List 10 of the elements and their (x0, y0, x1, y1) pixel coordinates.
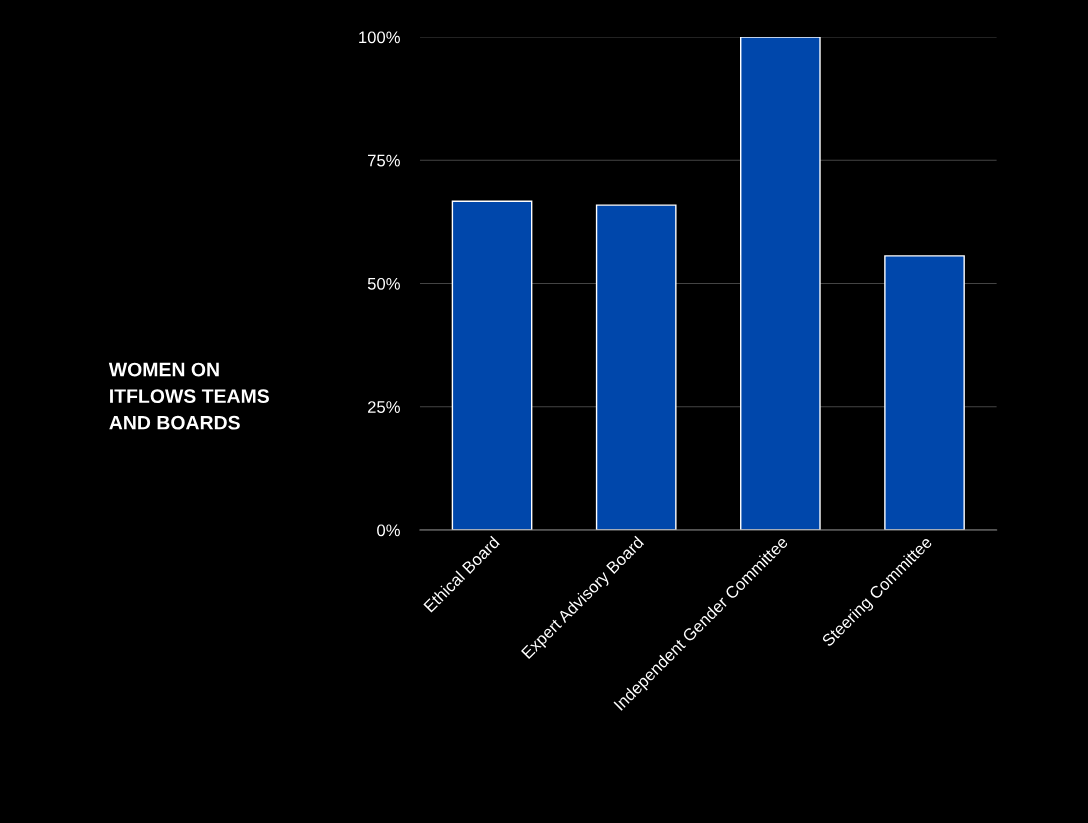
y-tick-label: 100% (359, 31, 400, 44)
bar (884, 255, 965, 531)
bar (595, 204, 677, 531)
text: WOMEN ON ITFLOWS TEAMS AND BOARDS (108, 362, 269, 430)
bar (740, 37, 821, 531)
y-tick-label: 0% (377, 524, 400, 537)
y-tick-label: 25% (368, 401, 400, 413)
y-tick-label: 50% (367, 277, 400, 290)
bar (451, 200, 533, 531)
y-tick-label: 75% (368, 154, 400, 167)
